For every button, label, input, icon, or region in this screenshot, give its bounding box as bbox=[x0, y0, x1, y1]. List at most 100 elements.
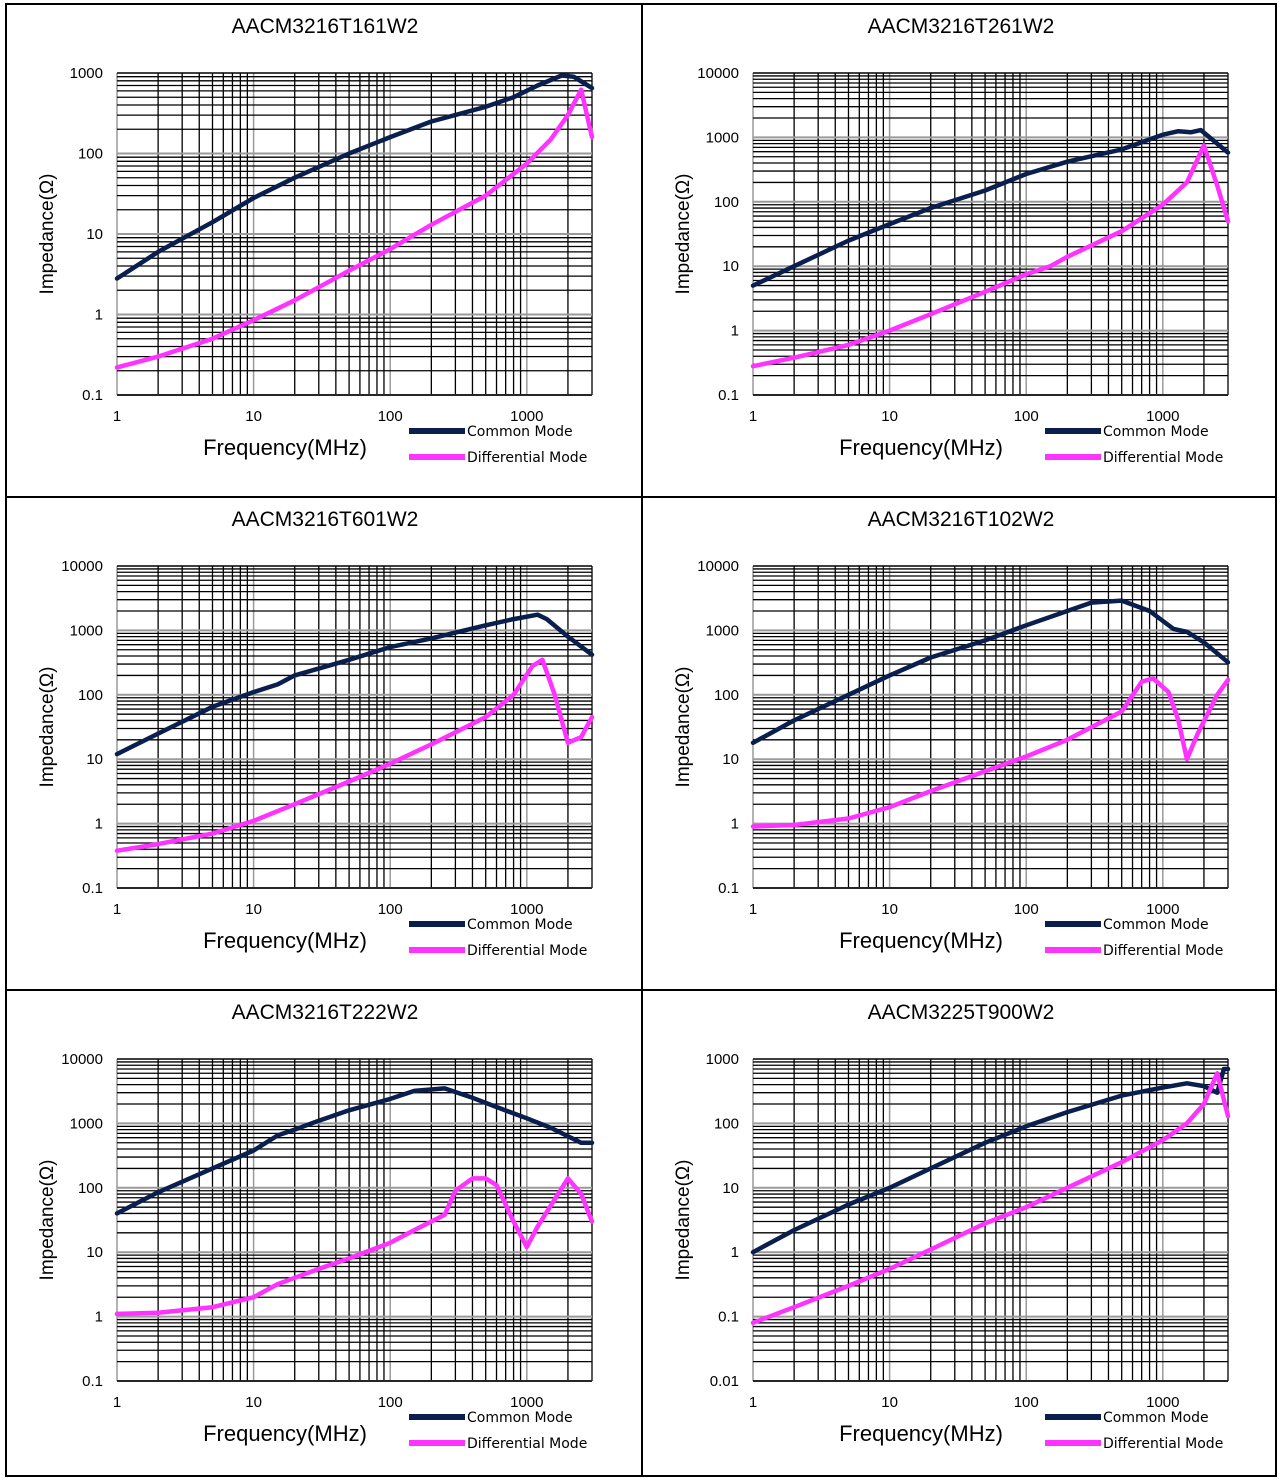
y-axis-label: Impedance(Ω) bbox=[673, 1160, 694, 1281]
y-tick-label: 1000 bbox=[70, 622, 103, 639]
y-tick-label: 10 bbox=[722, 258, 739, 275]
legend-label: Common Mode bbox=[467, 424, 573, 440]
common-mode-series-line bbox=[750, 127, 1231, 288]
x-tick-label: 10 bbox=[245, 901, 262, 918]
legend-label: Differential Mode bbox=[467, 450, 587, 466]
x-tick-label: 10 bbox=[881, 901, 898, 918]
x-tick-label: 100 bbox=[1014, 408, 1039, 425]
legend-label: Differential Mode bbox=[467, 1436, 587, 1452]
x-axis-label: Frequency(MHz) bbox=[839, 435, 1003, 460]
chart-panel-4: AACM3216T102W2 0.1 1 10 100 1000 10000 1 10 100 10… bbox=[643, 498, 1279, 989]
y-tick-label: 0.1 bbox=[718, 1309, 739, 1326]
y-axis-label: Impedance(Ω) bbox=[37, 174, 58, 295]
y-axis-label: Impedance(Ω) bbox=[37, 667, 58, 788]
chart-title: AACM3216T601W2 bbox=[232, 508, 419, 531]
legend-label: Common Mode bbox=[1103, 917, 1209, 933]
y-tick-label: 1 bbox=[731, 1244, 739, 1261]
x-tick-label: 1 bbox=[113, 1394, 121, 1411]
x-tick-label: 100 bbox=[1014, 901, 1039, 918]
x-tick-label: 1000 bbox=[510, 408, 543, 425]
differential-mode-series-line bbox=[750, 143, 1231, 369]
chart-title: AACM3225T900W2 bbox=[868, 1001, 1055, 1024]
chart-title: AACM3216T161W2 bbox=[232, 15, 419, 38]
chart-svg-3: AACM3216T601W2 0.1 1 10 100 1000 10000 1 10 100 10… bbox=[37, 508, 595, 959]
x-axis-label: Frequency(MHz) bbox=[203, 1421, 367, 1446]
x-tick-label: 100 bbox=[378, 408, 403, 425]
x-tick-label: 1000 bbox=[1146, 901, 1179, 918]
y-tick-label: 0.01 bbox=[710, 1373, 739, 1390]
y-tick-label: 10 bbox=[86, 751, 103, 768]
y-tick-label: 10 bbox=[722, 751, 739, 768]
x-tick-label: 100 bbox=[378, 901, 403, 918]
chart-svg-6: AACM3225T900W2 0.01 0.1 1 10 100 1000 1 10 100 100… bbox=[673, 1001, 1231, 1452]
x-tick-label: 1000 bbox=[1146, 1394, 1179, 1411]
y-tick-label: 100 bbox=[78, 687, 103, 704]
chart-panel-3: AACM3216T601W2 0.1 1 10 100 1000 10000 1 10 100 10… bbox=[7, 498, 643, 989]
x-tick-label: 10 bbox=[245, 1394, 262, 1411]
x-tick-label: 100 bbox=[378, 1394, 403, 1411]
y-tick-label: 0.1 bbox=[82, 387, 103, 404]
common-mode-series-line bbox=[114, 1086, 595, 1216]
y-tick-label: 1000 bbox=[706, 129, 739, 146]
y-tick-label: 1 bbox=[95, 816, 103, 833]
legend-label: Differential Mode bbox=[1103, 943, 1223, 959]
chart-title: AACM3216T102W2 bbox=[868, 508, 1055, 531]
y-tick-label: 0.1 bbox=[82, 1373, 103, 1390]
y-tick-label: 0.1 bbox=[718, 387, 739, 404]
chart-panel-2: AACM3216T261W2 0.1 1 10 100 1000 10000 1 10 100 10… bbox=[643, 5, 1279, 496]
y-tick-label: 10 bbox=[86, 1244, 103, 1261]
y-axis-label: Impedance(Ω) bbox=[673, 174, 694, 295]
y-tick-label: 100 bbox=[78, 1180, 103, 1197]
legend-label: Differential Mode bbox=[467, 943, 587, 959]
y-tick-label: 100 bbox=[78, 146, 103, 163]
legend-label: Common Mode bbox=[1103, 424, 1209, 440]
y-tick-label: 10 bbox=[722, 1180, 739, 1197]
y-tick-label: 100 bbox=[714, 1115, 739, 1132]
differential-mode-series-line bbox=[114, 657, 595, 853]
legend-label: Differential Mode bbox=[1103, 450, 1223, 466]
y-tick-label: 1000 bbox=[706, 1051, 739, 1068]
legend-label: Common Mode bbox=[467, 1410, 573, 1426]
chart-svg-1: AACM3216T161W2 0.1 1 10 100 1000 1 10 100 1000 Fre… bbox=[37, 15, 595, 466]
common-mode-series-line bbox=[750, 1066, 1231, 1255]
chart-svg-2: AACM3216T261W2 0.1 1 10 100 1000 10000 1 10 100 10… bbox=[673, 15, 1231, 466]
common-mode-series-line bbox=[114, 612, 595, 757]
chart-panel-6: AACM3225T900W2 0.01 0.1 1 10 100 1000 1 10 100 100… bbox=[643, 991, 1279, 1482]
x-tick-label: 1 bbox=[749, 1394, 757, 1411]
y-tick-label: 100 bbox=[714, 194, 739, 211]
y-axis-label: Impedance(Ω) bbox=[37, 1160, 58, 1281]
common-mode-series-line bbox=[114, 73, 595, 281]
y-tick-label: 10000 bbox=[61, 558, 103, 575]
y-axis-label: Impedance(Ω) bbox=[673, 667, 694, 788]
column-divider bbox=[641, 3, 643, 1477]
y-tick-label: 100 bbox=[714, 687, 739, 704]
x-tick-label: 10 bbox=[245, 408, 262, 425]
x-axis-label: Frequency(MHz) bbox=[839, 928, 1003, 953]
y-tick-label: 0.1 bbox=[718, 880, 739, 897]
chart-title: AACM3216T261W2 bbox=[868, 15, 1055, 38]
x-tick-label: 1 bbox=[113, 408, 121, 425]
y-tick-label: 1000 bbox=[706, 622, 739, 639]
x-axis-label: Frequency(MHz) bbox=[203, 435, 367, 460]
row-divider bbox=[5, 989, 1277, 991]
x-tick-label: 100 bbox=[1014, 1394, 1039, 1411]
legend-label: Differential Mode bbox=[1103, 1436, 1223, 1452]
y-tick-label: 10 bbox=[86, 226, 103, 243]
chart-svg-5: AACM3216T222W2 0.1 1 10 100 1000 10000 1 10 100 10… bbox=[37, 1001, 595, 1452]
x-tick-label: 1000 bbox=[510, 1394, 543, 1411]
legend-label: Common Mode bbox=[1103, 1410, 1209, 1426]
differential-mode-series-line bbox=[114, 1176, 595, 1317]
x-axis-label: Frequency(MHz) bbox=[203, 928, 367, 953]
y-tick-label: 10000 bbox=[697, 558, 739, 575]
y-tick-label: 1000 bbox=[70, 65, 103, 82]
y-tick-label: 1 bbox=[95, 1309, 103, 1326]
y-tick-label: 0.1 bbox=[82, 880, 103, 897]
chart-panel-5: AACM3216T222W2 0.1 1 10 100 1000 10000 1 10 100 10… bbox=[7, 991, 643, 1482]
y-tick-label: 10000 bbox=[697, 65, 739, 82]
x-tick-label: 1 bbox=[113, 901, 121, 918]
y-tick-label: 1000 bbox=[70, 1115, 103, 1132]
chart-svg-4: AACM3216T102W2 0.1 1 10 100 1000 10000 1 10 100 10… bbox=[673, 508, 1231, 959]
y-tick-label: 1 bbox=[731, 816, 739, 833]
differential-mode-series-line bbox=[750, 1071, 1231, 1326]
differential-mode-series-line bbox=[114, 87, 595, 370]
